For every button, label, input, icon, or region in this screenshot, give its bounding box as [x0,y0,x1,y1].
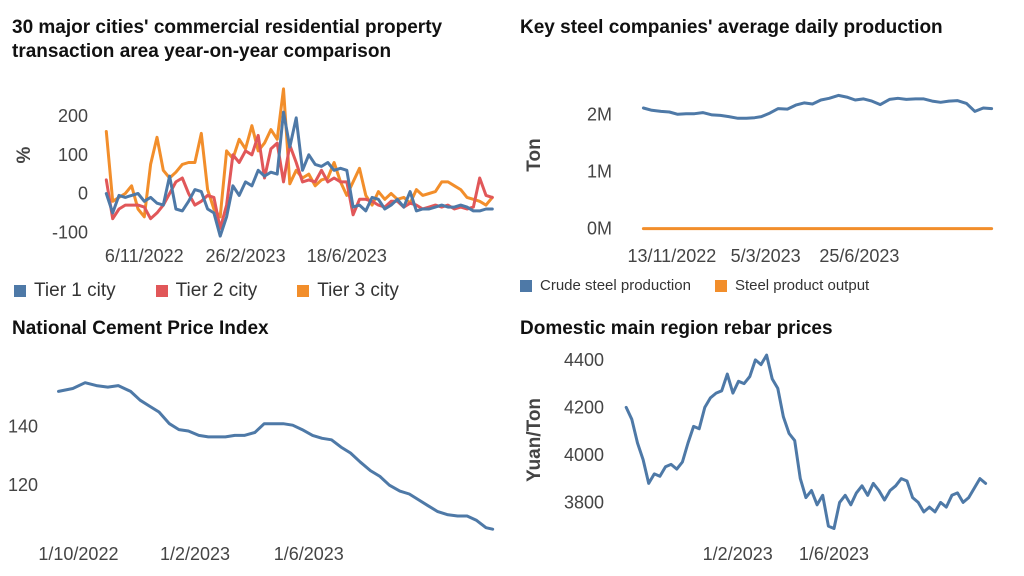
legend-swatch-tier2 [155,285,168,297]
y-tick-label: -100 [52,222,88,242]
x-tick-label: 1/2/2023 [703,544,773,564]
y-tick-label: 4200 [564,397,604,417]
legend-label: Tier 3 city [317,280,399,301]
legend-swatch-tier1 [14,285,26,297]
legend: Tier 1 city Tier 2 city Tier 3 city [14,280,399,302]
legend: Crude steel production Steel product out… [520,277,869,294]
x-tick-label: 13/11/2022 [627,246,716,266]
chart-title: Key steel companies' average daily produ… [520,17,943,38]
y-tick-label: 0 [78,184,88,204]
x-tick-label: 5/3/2023 [731,246,801,266]
x-tick-label: 6/11/2022 [105,246,184,266]
y-tick-label: 120 [8,475,38,495]
x-tick-label: 1/10/2022 [38,544,118,564]
y-tick-label: 4000 [564,445,604,465]
legend-label: Tier 2 city [175,280,258,301]
series-line-crude-steel-production [641,93,994,120]
x-tick-label: 1/6/2023 [799,544,869,564]
y-axis-title: % [14,146,35,163]
x-tick-label: 1/2/2023 [160,544,230,564]
legend-swatch-tier3 [297,285,310,297]
x-tick-label: 26/2/2023 [206,246,286,266]
x-tick-label: 18/6/2023 [307,246,387,266]
y-tick-label: 3800 [564,492,604,512]
legend-label: Tier 1 city [34,280,116,301]
y-tick-label: 0M [587,219,612,239]
chart-title: National Cement Price Index [12,318,269,339]
y-tick-label: 4400 [564,350,604,370]
y-tick-label: 200 [58,106,88,126]
legend-swatch-output [714,279,727,292]
series-line-tier-1-city [104,110,494,238]
chart-title: 30 major cities' commercial residential … [12,17,443,62]
series-line-main [57,381,495,531]
y-tick-label: 140 [8,417,38,437]
legend-label: Crude steel production [540,277,691,294]
series-line-main [624,353,988,530]
chart-title: Domestic main region rebar prices [520,318,833,339]
y-axis-title: Yuan/Ton [524,398,545,482]
legend-label: Steel product output [734,277,870,294]
legend-swatch-crude [520,279,532,292]
property-chart: -100 0 100 200 6/11/2022 26/2/2023 18/6/2023% [14,87,494,266]
y-axis-title: Ton [524,138,545,171]
y-tick-label: 1M [587,161,612,181]
series-line-tier-2-city [104,133,494,230]
y-tick-label: 100 [58,145,88,165]
x-tick-label: 25/6/2023 [819,246,899,266]
x-tick-label: 1/6/2023 [274,544,344,564]
y-tick-label: 2M [587,104,612,124]
